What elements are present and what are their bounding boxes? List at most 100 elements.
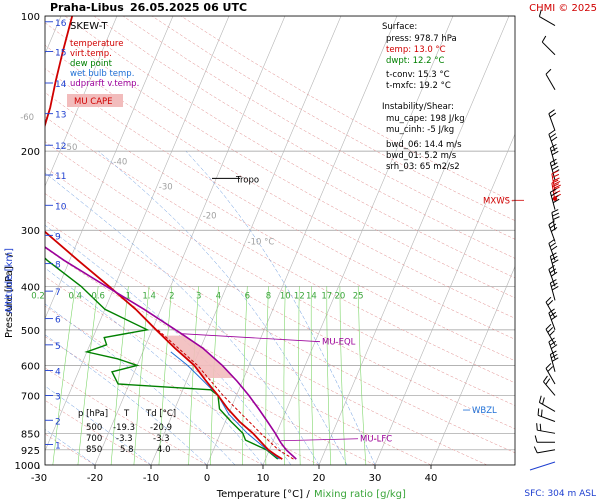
mixing-ratio-label: 10	[280, 291, 291, 301]
altitude-tick-label: 3	[55, 392, 61, 402]
wind-barb-flag	[549, 330, 555, 336]
wind-barb-flag	[552, 173, 560, 178]
credit-label: CHMI © 2025	[529, 3, 597, 14]
wind-barb-shaft	[549, 282, 556, 301]
wind-barb-flag	[551, 191, 558, 197]
dew-point-line	[45, 257, 279, 460]
wind-barb-flag	[545, 296, 552, 303]
dry-adiabat-line	[45, 193, 515, 454]
wind-barb	[545, 323, 556, 346]
mixing-ratio-label: 12	[294, 291, 305, 301]
dry-adiabat-line	[93, 16, 515, 259]
moist-adiabat-line	[45, 334, 208, 465]
altitude-tick-label: 15	[55, 49, 66, 59]
table-cell: -19.3	[113, 423, 135, 433]
table-header-p: p [hPa]	[78, 409, 108, 419]
pressure-tick-label: 925	[21, 446, 40, 457]
table-cell: -20.9	[150, 423, 172, 433]
mixing-ratio-line	[265, 286, 269, 465]
dry-adiabat-line	[45, 400, 152, 465]
wind-barb-flag	[545, 68, 552, 75]
mixing-ratio-label: 14	[306, 291, 317, 301]
level-table: p [hPa] T Td [°C] 500 -19.3 -20.9 700 -3…	[78, 409, 176, 455]
temp-tick-label: -30	[31, 473, 47, 484]
table-cell: 700	[86, 434, 102, 444]
legend-updraft: udprarft v.temp.	[70, 79, 139, 89]
wind-barb-flag	[548, 337, 555, 343]
tropopause-label: Tropo	[235, 175, 259, 185]
wind-barb-flag	[548, 129, 555, 135]
mixing-ratio-label: 8	[266, 291, 271, 301]
wind-barb-flag	[550, 350, 557, 355]
moist-adiabat-line	[45, 172, 320, 465]
wind-barb	[538, 395, 556, 412]
mu-eql-leader	[181, 333, 321, 343]
surface-press: press: 978.7 hPa	[386, 34, 457, 44]
wind-barb-flag	[548, 109, 555, 115]
pressure-tick-label: 100	[21, 12, 40, 23]
y-axis-separator: /	[4, 253, 15, 257]
isotherm-label: -30	[159, 183, 173, 193]
wind-barb	[548, 238, 558, 261]
wind-barb-flag	[550, 279, 557, 284]
isotherm-line	[206, 16, 398, 465]
wind-barb-flag	[547, 366, 554, 372]
surface-title: Surface:	[382, 22, 417, 32]
surface-wind-vector	[529, 461, 556, 471]
mixing-ratio-line	[357, 286, 367, 465]
pressure-tick-label: 850	[21, 429, 40, 440]
wind-barb-flag	[550, 158, 557, 164]
wind-barb-flag	[533, 446, 538, 454]
wind-barb-shaft	[539, 402, 556, 412]
wind-barb-flag	[552, 177, 560, 182]
wind-barb-flag	[549, 311, 557, 317]
wind-barb-flag	[548, 238, 555, 244]
cape-legend-label: MU CAPE	[74, 97, 113, 107]
table-cell: 850	[86, 445, 102, 455]
altitude-tick-label: 12	[55, 142, 66, 152]
table-cell: -3.3	[116, 434, 133, 444]
wind-barb-flag	[548, 308, 555, 314]
wind-barb-shaft	[537, 429, 556, 434]
mixing-ratio-label: 17	[321, 291, 332, 301]
mixing-ratio-label: 4	[216, 291, 221, 301]
wind-barb-flag	[551, 162, 558, 167]
mixing-ratio-label: 0.4	[68, 291, 82, 301]
wind-barb-flag	[551, 357, 559, 362]
wind-barb-shaft	[537, 449, 556, 454]
temp-tick-label: 30	[369, 473, 382, 484]
wind-barb-flag	[551, 150, 559, 156]
legend-wet-bulb: wet bulb temp.	[70, 69, 134, 79]
mixing-ratio-line	[298, 286, 301, 465]
altitude-tick-label: 9	[55, 232, 61, 242]
wind-barb-flag	[554, 184, 561, 189]
temp-tick-label: 40	[425, 473, 438, 484]
wind-barb-flag	[548, 264, 555, 270]
table-header-t: T	[123, 409, 130, 419]
wind-barb	[538, 9, 556, 26]
wind-barb-flag	[549, 112, 557, 118]
table-cell: 5.8	[120, 445, 134, 455]
pressure-tick-label: 700	[21, 391, 40, 402]
wind-barb	[549, 158, 560, 181]
pressure-tick-label: 200	[21, 147, 40, 158]
wind-barb	[548, 308, 558, 331]
wind-barb-flag	[551, 136, 558, 142]
surface-tmxfc: t-mxfc: 19.2 °C	[386, 81, 451, 91]
isotherm-line	[45, 16, 118, 187]
wind-barb-flag	[551, 165, 559, 171]
temp-tick-label: 0	[204, 473, 210, 484]
isotherm-line	[262, 16, 454, 465]
mixing-ratio-line	[310, 286, 314, 465]
surface-dwpt: dwpt: 12.2 °C	[386, 56, 445, 66]
station-name: Praha-Libus	[50, 1, 124, 14]
wind-barb	[536, 423, 556, 434]
isotherm-line	[430, 265, 515, 465]
mu-eql-label: MU-EQL	[322, 338, 356, 348]
wind-barb-flag	[551, 255, 558, 261]
wind-barb-flag	[543, 375, 548, 382]
mixing-ratio-label: 6	[245, 291, 250, 301]
wind-barb-flag	[549, 133, 557, 139]
wind-barb-flag	[551, 227, 558, 232]
isotherm-line	[374, 133, 515, 465]
